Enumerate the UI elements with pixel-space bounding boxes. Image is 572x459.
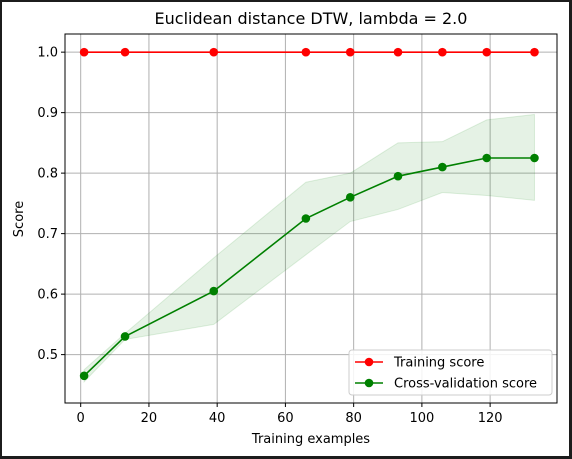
- data-point: [120, 47, 130, 57]
- x-tick-label: 40: [209, 411, 226, 426]
- data-point: [530, 153, 539, 163]
- data-point: [301, 214, 311, 223]
- data-point: [438, 162, 447, 172]
- plot-area-border: [64, 33, 558, 404]
- data-point: [120, 332, 130, 341]
- x-tick-label: 100: [409, 411, 434, 426]
- legend-label-0: Training score: [393, 356, 484, 371]
- data-point: [79, 371, 89, 381]
- data-point: [482, 47, 492, 57]
- x-tick-label: 20: [141, 411, 158, 426]
- y-axis-label: Score: [12, 201, 27, 237]
- y-tick-label: 0.6: [37, 288, 58, 303]
- data-point: [301, 47, 311, 57]
- legend-label-1: Cross-validation score: [394, 377, 537, 392]
- data-point: [482, 153, 492, 163]
- legend-marker-1: [364, 378, 374, 388]
- y-tick-label: 0.7: [37, 227, 58, 242]
- y-axis-ticks: 0.5 0.6 0.7 0.8 0.9 1.0: [37, 46, 65, 363]
- data-point: [345, 47, 355, 57]
- y-tick-label: 0.5: [37, 348, 58, 363]
- x-tick-label: 60: [277, 411, 294, 426]
- y-tick-label: 0.8: [37, 167, 58, 182]
- legend: Training score Cross-validation score: [348, 349, 553, 396]
- data-point: [530, 47, 539, 57]
- x-tick-label: 0: [77, 411, 85, 426]
- data-point: [393, 47, 403, 57]
- data-point: [79, 47, 89, 57]
- x-axis-ticks: 0 20 40 60 80 100 120: [77, 403, 503, 426]
- confidence-band-1: [83, 113, 535, 384]
- data-point: [345, 193, 355, 202]
- y-tick-label: 1.0: [37, 46, 58, 61]
- chart-title: Euclidean distance DTW, lambda = 2.0: [155, 9, 468, 28]
- data-point: [209, 286, 219, 296]
- data-point: [438, 47, 447, 57]
- y-tick-label: 0.9: [37, 106, 58, 121]
- legend-box: [348, 349, 553, 396]
- x-tick-label: 80: [345, 411, 362, 426]
- x-axis-label: Training examples: [251, 432, 370, 447]
- series-points: [79, 47, 539, 381]
- x-tick-label: 120: [478, 411, 503, 426]
- data-point: [393, 171, 403, 181]
- data-point: [209, 47, 219, 57]
- legend-marker-0: [364, 357, 374, 367]
